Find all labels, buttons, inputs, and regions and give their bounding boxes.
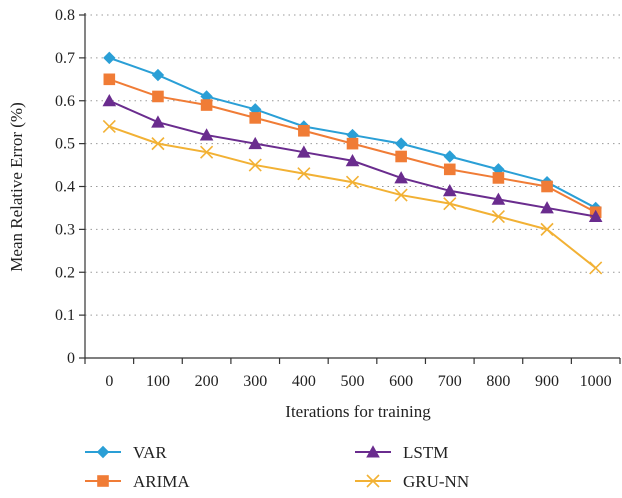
x-tick-label: 700	[438, 373, 462, 390]
legend-marker	[97, 475, 109, 487]
data-point	[395, 150, 407, 163]
legend-label: ARIMA	[133, 472, 190, 491]
data-point	[102, 119, 116, 134]
x-tick-label: 1000	[580, 373, 612, 390]
tick-labels: 0 0.1 0.2 0.3 0.4 0.5 0.6 0.7 0.8 0 100 200 300 400 50…	[55, 7, 612, 390]
data-point	[345, 175, 360, 189]
y-tick-label: 0.8	[55, 7, 75, 24]
legend: VAR ARIMA LSTM GRU-NN	[85, 443, 469, 491]
y-tick-label: 0.3	[55, 221, 75, 238]
data-point	[199, 128, 214, 141]
data-point	[346, 137, 359, 150]
data-point	[443, 150, 456, 163]
x-tick-label: 800	[486, 373, 510, 390]
data-point	[103, 51, 116, 65]
data-point	[102, 93, 117, 107]
data-point	[540, 201, 554, 214]
y-axis-label: Mean Relative Error (%)	[7, 102, 26, 271]
data-point	[394, 188, 408, 202]
legend-marker	[96, 445, 110, 459]
data-point	[442, 183, 457, 197]
data-point	[249, 112, 262, 124]
data-point	[491, 209, 505, 224]
x-tick-label: 300	[243, 373, 267, 390]
data-point	[297, 145, 311, 158]
data-point	[588, 209, 603, 222]
y-tick-label: 0.5	[55, 136, 75, 153]
x-tick-label: 900	[535, 373, 559, 390]
series-gru-nn	[102, 119, 603, 275]
data-point	[540, 222, 554, 236]
axes	[79, 13, 621, 364]
y-tick-label: 0.2	[55, 264, 75, 281]
data-point	[151, 137, 165, 151]
data-point	[541, 180, 553, 193]
grid-lines	[85, 14, 620, 316]
data-point	[200, 99, 213, 111]
x-tick-label: 200	[195, 373, 219, 390]
x-tick-label: 400	[292, 373, 316, 390]
x-tick-label: 100	[146, 373, 170, 390]
data-point	[151, 68, 165, 82]
data-point	[103, 73, 116, 86]
data-point	[443, 197, 457, 211]
series-group	[102, 51, 603, 275]
legend-marker	[366, 474, 380, 488]
data-point	[151, 115, 165, 128]
series-var	[103, 51, 602, 215]
x-tick-label: 0	[105, 373, 113, 390]
legend-item-arima: ARIMA	[85, 472, 190, 491]
data-point	[443, 163, 456, 176]
legend-label: VAR	[133, 443, 167, 462]
data-point	[152, 90, 164, 103]
legend-label: GRU-NN	[403, 472, 469, 491]
y-tick-label: 0.4	[55, 179, 75, 196]
x-tick-label: 500	[341, 373, 365, 390]
y-tick-label: 0.6	[55, 93, 75, 110]
series-lstm	[102, 93, 603, 222]
data-point	[298, 124, 310, 137]
x-axis-label: Iterations for training	[285, 402, 431, 421]
legend-label: LSTM	[403, 443, 448, 462]
data-point	[394, 171, 408, 184]
legend-item-gru-nn: GRU-NN	[355, 472, 469, 491]
data-point	[200, 90, 213, 103]
data-point	[200, 145, 214, 159]
series-arima	[103, 73, 602, 219]
data-point	[589, 261, 603, 275]
legend-item-lstm: LSTM	[355, 443, 448, 462]
data-point	[394, 137, 408, 150]
legend-marker	[366, 445, 380, 458]
data-point	[491, 192, 506, 205]
data-point	[248, 136, 263, 150]
data-point	[297, 167, 311, 181]
y-tick-label: 0.1	[55, 307, 75, 324]
data-point	[345, 153, 360, 167]
y-tick-label: 0	[67, 350, 75, 367]
data-point	[248, 158, 262, 172]
data-point	[492, 172, 505, 184]
legend-item-var: VAR	[85, 443, 167, 462]
x-tick-label: 600	[389, 373, 413, 390]
y-tick-label: 0.7	[55, 50, 75, 67]
